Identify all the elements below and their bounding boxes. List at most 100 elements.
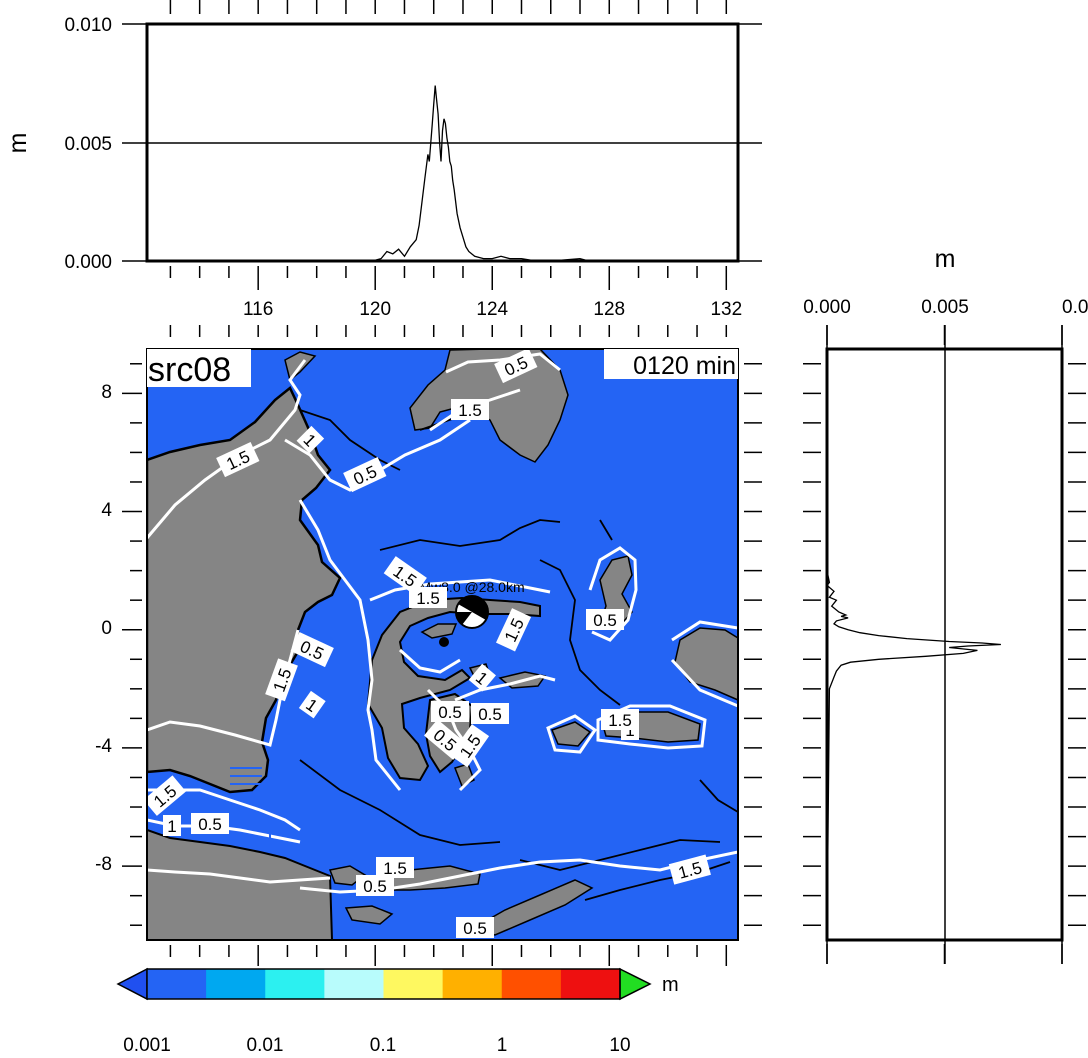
top-ytick-0: 0.000 <box>64 252 112 273</box>
map-frame <box>146 348 739 941</box>
top-xtick-label: 116 <box>243 299 273 320</box>
svg-text:1.5: 1.5 <box>608 711 632 730</box>
svg-text:1.5: 1.5 <box>383 859 407 878</box>
right-xtick-1: 0.005 <box>921 297 969 318</box>
contour-label: 0.5 <box>471 703 509 724</box>
contour-line <box>596 704 707 750</box>
contour-label: 1 <box>298 690 326 719</box>
map-ytick-4: 4 <box>101 500 112 521</box>
colorbar-over-arrow <box>619 967 652 1001</box>
svg-text:0.5: 0.5 <box>593 611 617 630</box>
contour-label: 0.5 <box>356 875 394 896</box>
source-beachball <box>455 595 489 629</box>
contour-line <box>369 578 551 602</box>
colorbar-segment <box>501 969 562 999</box>
land-sulawesi <box>366 596 541 782</box>
top-panel: 116 120 124 128 132 0.000 0.005 0.010 m <box>4 0 762 320</box>
contour-label: 0.5 <box>456 917 494 938</box>
contour-line <box>670 620 738 708</box>
contour-line <box>588 546 638 642</box>
land-sumba <box>344 905 394 925</box>
contour-label: 1.5 <box>265 658 298 702</box>
colorbar: m 0.001 0.01 0.1 1 10 <box>116 967 679 1056</box>
top-x-tick-labels: 116 120 124 128 132 <box>243 299 742 320</box>
top-ytick-2: 0.010 <box>64 15 112 36</box>
map-time-label: 0120 min <box>633 352 736 380</box>
colorbar-frame <box>146 968 621 1000</box>
right-panel: 0.000 0.005 0.010 m <box>803 245 1088 964</box>
land-togian <box>420 623 458 639</box>
contour-label: 1.5 <box>376 857 414 878</box>
contour-line <box>147 868 331 884</box>
contour-line <box>147 359 307 539</box>
map-title: src08 <box>148 351 231 389</box>
colorbar-segment <box>265 969 325 999</box>
map-content: Mw8.0 @28.0km 0.51.51.510.51.51.51.5 0.50… <box>147 349 738 940</box>
svg-text:0.5: 0.5 <box>478 705 502 724</box>
cbar-tick-2: 0.1 <box>370 1035 396 1056</box>
contour-label: 0.5 <box>431 701 469 722</box>
blue-marks <box>230 767 271 850</box>
contour-label: 1.5 <box>601 709 639 730</box>
map-ytick-8: 8 <box>101 382 112 403</box>
cbar-tick-3: 1 <box>497 1035 508 1056</box>
svg-text:1: 1 <box>167 817 176 836</box>
colorbar-segment <box>324 969 384 999</box>
epicenter-dot <box>439 637 449 647</box>
right-y-ticks <box>803 325 1086 964</box>
svg-text:1.5: 1.5 <box>416 589 440 608</box>
contour-label: 0.5 <box>586 609 624 630</box>
contour-label: 1 <box>468 663 496 692</box>
contour-line <box>445 352 561 374</box>
contour-label: 1.5 <box>668 854 711 885</box>
contour-label: 1.5 <box>409 587 447 608</box>
svg-text:1: 1 <box>625 721 634 740</box>
colorbar-segment <box>383 969 444 999</box>
colorbar-segment <box>206 969 266 999</box>
contour-line <box>546 714 598 754</box>
right-series-line <box>826 349 1001 941</box>
title-box <box>147 349 251 387</box>
colorbar-segment <box>442 969 503 999</box>
cbar-tick-4: 10 <box>609 1035 630 1056</box>
cbar-tick-0: 0.001 <box>123 1035 171 1056</box>
map-ytick-0: 0 <box>101 618 112 639</box>
top-ytick-1: 0.005 <box>64 134 112 155</box>
top-series-line <box>147 85 738 262</box>
colorbar-segment <box>560 969 621 999</box>
svg-text:1.5: 1.5 <box>458 401 482 420</box>
colorbar-under-arrow <box>116 967 148 1001</box>
svg-text:0.5: 0.5 <box>438 703 462 722</box>
top-xtick-label: 124 <box>476 299 508 320</box>
contour-label: 0.5 <box>191 813 229 834</box>
map-ytick-m8: -8 <box>95 854 112 875</box>
top-x-ticks <box>169 0 728 290</box>
svg-text:0.5: 0.5 <box>463 919 487 938</box>
map-ytick-m4: -4 <box>95 736 112 757</box>
contour-line <box>398 648 556 702</box>
contour-label: 1 <box>163 815 181 836</box>
map-ticks <box>122 325 762 966</box>
top-xtick-label: 120 <box>359 299 391 320</box>
colorbar-unit: m <box>662 974 679 996</box>
right-x-axis-label: m <box>935 245 956 273</box>
svg-text:0.5: 0.5 <box>198 815 222 834</box>
land-timor <box>467 879 594 936</box>
contour-line <box>298 499 402 791</box>
top-xtick-label: 132 <box>710 299 742 320</box>
top-y-axis-label: m <box>4 133 32 154</box>
cbar-tick-1: 0.01 <box>247 1035 284 1056</box>
time-box <box>604 349 738 379</box>
map-panel: Mw8.0 @28.0km 0.51.51.510.51.51.51.5 0.50… <box>95 325 762 966</box>
contour-label: 1 <box>296 425 325 454</box>
colorbar-segments <box>147 969 621 999</box>
svg-text:0.5: 0.5 <box>363 877 387 896</box>
land-buru <box>550 721 592 747</box>
colorbar-segment <box>147 969 207 999</box>
top-xtick-label: 128 <box>593 299 625 320</box>
right-xtick-0: 0.000 <box>803 297 851 318</box>
right-xtick-2: 0.010 <box>1062 297 1088 318</box>
land-java <box>147 828 334 940</box>
